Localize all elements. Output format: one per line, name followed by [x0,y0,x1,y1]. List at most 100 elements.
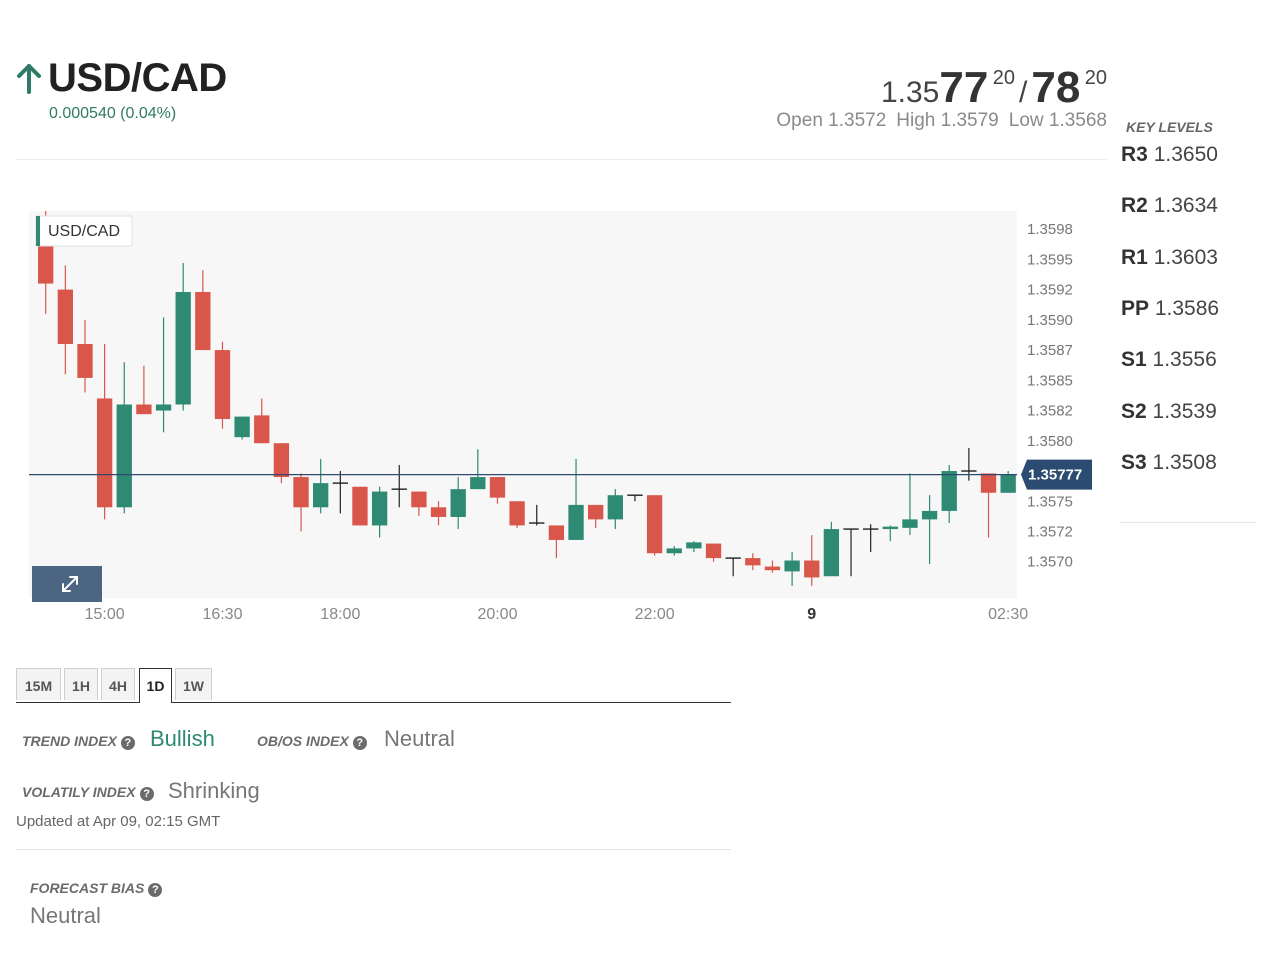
open-high-low: Open 1.3572 High 1.3579 Low 1.3568 [766,110,1107,132]
candle-body [57,289,73,345]
candle [745,553,761,571]
candle-body [116,404,132,508]
updated-timestamp: Updated at Apr 09, 02:15 GMT [16,813,221,830]
y-tick-label: 1.3590 [1027,312,1073,329]
volatility-index-label: VOLATILY INDEX? [22,784,154,801]
candle [470,449,486,490]
obos-index-label: OB/OS INDEX? [257,733,367,750]
candlestick-chart[interactable]: 1.3598 1.3595 1.3592 1.3590 1.3587 1.3585 1.35… [0,195,1110,635]
timeframe-tabs: 15M 1H 4H 1D 1W [16,668,731,703]
candle-body [489,477,506,498]
candle-body [745,558,761,566]
legend-label: USD/CAD [48,223,120,240]
candle-body [882,526,898,530]
candle [391,464,407,508]
candle-body [430,507,447,517]
candle-body [686,542,702,549]
candle [293,473,309,532]
candle [705,543,722,562]
key-levels-title: KEY LEVELS [1126,119,1213,135]
candle [548,525,565,559]
candle-body [1000,474,1016,493]
help-icon[interactable]: ? [148,883,163,897]
candle-body [646,495,663,554]
candle [529,504,545,526]
candle [155,317,172,433]
key-level-s2: S2 1.3539 [1121,400,1217,423]
y-tick-label: 1.3592 [1027,282,1073,299]
y-tick-label: 1.3582 [1027,403,1073,420]
candle [646,495,663,556]
candle-body [764,566,781,571]
help-icon[interactable]: ? [352,736,367,750]
candle [234,416,250,440]
bid-prefix: 1.35 [880,76,940,109]
candle-body [411,491,427,508]
candle [725,557,741,577]
x-axis-ticks: 15:00 16:30 18:00 20:00 22:00 9 02:30 [85,606,1029,623]
key-level-s3: S3 1.3508 [1121,451,1217,474]
candle-body [470,477,486,490]
key-level-r1: R1 1.3603 [1121,246,1218,269]
bid-pips: 77 [939,63,989,112]
candle-body [352,486,368,526]
current-price-tag: 1.35777 [1021,459,1092,490]
tab-4h[interactable]: 4H [101,668,135,700]
x-tick-label: 02:30 [988,606,1028,623]
y-tick-label: 1.3575 [1027,493,1073,510]
high-value: High 1.3579 [896,110,999,131]
tab-1d[interactable]: 1D [139,668,172,703]
candle-body [293,477,309,508]
obos-index-value: Neutral [384,726,455,751]
candle-body [509,501,525,526]
candle-body [214,350,231,420]
candle [175,263,191,411]
ask-pips: 78 [1031,63,1081,112]
candle [332,471,348,514]
candle-body [371,491,388,526]
tab-1w[interactable]: 1W [175,668,212,700]
tab-15m[interactable]: 15M [16,668,61,700]
candle [77,319,93,393]
candle [902,473,918,536]
candle-body [195,292,211,351]
candle-body [273,443,290,478]
candle [882,525,898,542]
key-level-r2: R2 1.3634 [1121,194,1218,217]
y-tick-label: 1.3598 [1027,221,1073,238]
help-icon[interactable]: ? [120,736,135,750]
key-level-s1: S1 1.3556 [1121,348,1217,371]
section-divider [16,849,731,850]
candle [313,458,329,514]
candle [568,458,584,540]
trend-index-label: TREND INDEX? [22,733,135,750]
candle [352,486,368,526]
candle-body [588,504,604,520]
y-tick-label: 1.3572 [1027,523,1073,540]
candle-body [254,415,270,444]
candle [843,528,859,577]
candle [784,552,800,586]
candle-body [941,471,957,511]
candle-body [804,560,820,578]
candle-body [666,548,682,554]
candle [136,365,152,415]
y-tick-label: 1.3595 [1027,251,1073,268]
chart-legend: USD/CAD [35,215,133,247]
help-icon[interactable]: ? [139,787,154,801]
candle-body [980,473,997,493]
x-tick-label: 22:00 [635,606,675,623]
candle [607,489,623,530]
tab-1h[interactable]: 1H [64,668,98,700]
x-tick-label: 18:00 [320,606,360,623]
bid-ask-quote: 1.3577 20/78 20 [881,52,1107,124]
trend-up-arrow-icon [17,64,41,94]
candle-body [568,504,584,540]
x-tick-label: 15:00 [85,606,125,623]
x-tick-label: 16:30 [202,606,242,623]
price-change: 0.000540 (0.04%) [49,105,177,122]
candle [489,477,506,504]
expand-chart-button[interactable] [32,566,102,602]
y-tick-label: 1.3587 [1027,342,1073,359]
bid-fraction: 20 [992,67,1015,89]
